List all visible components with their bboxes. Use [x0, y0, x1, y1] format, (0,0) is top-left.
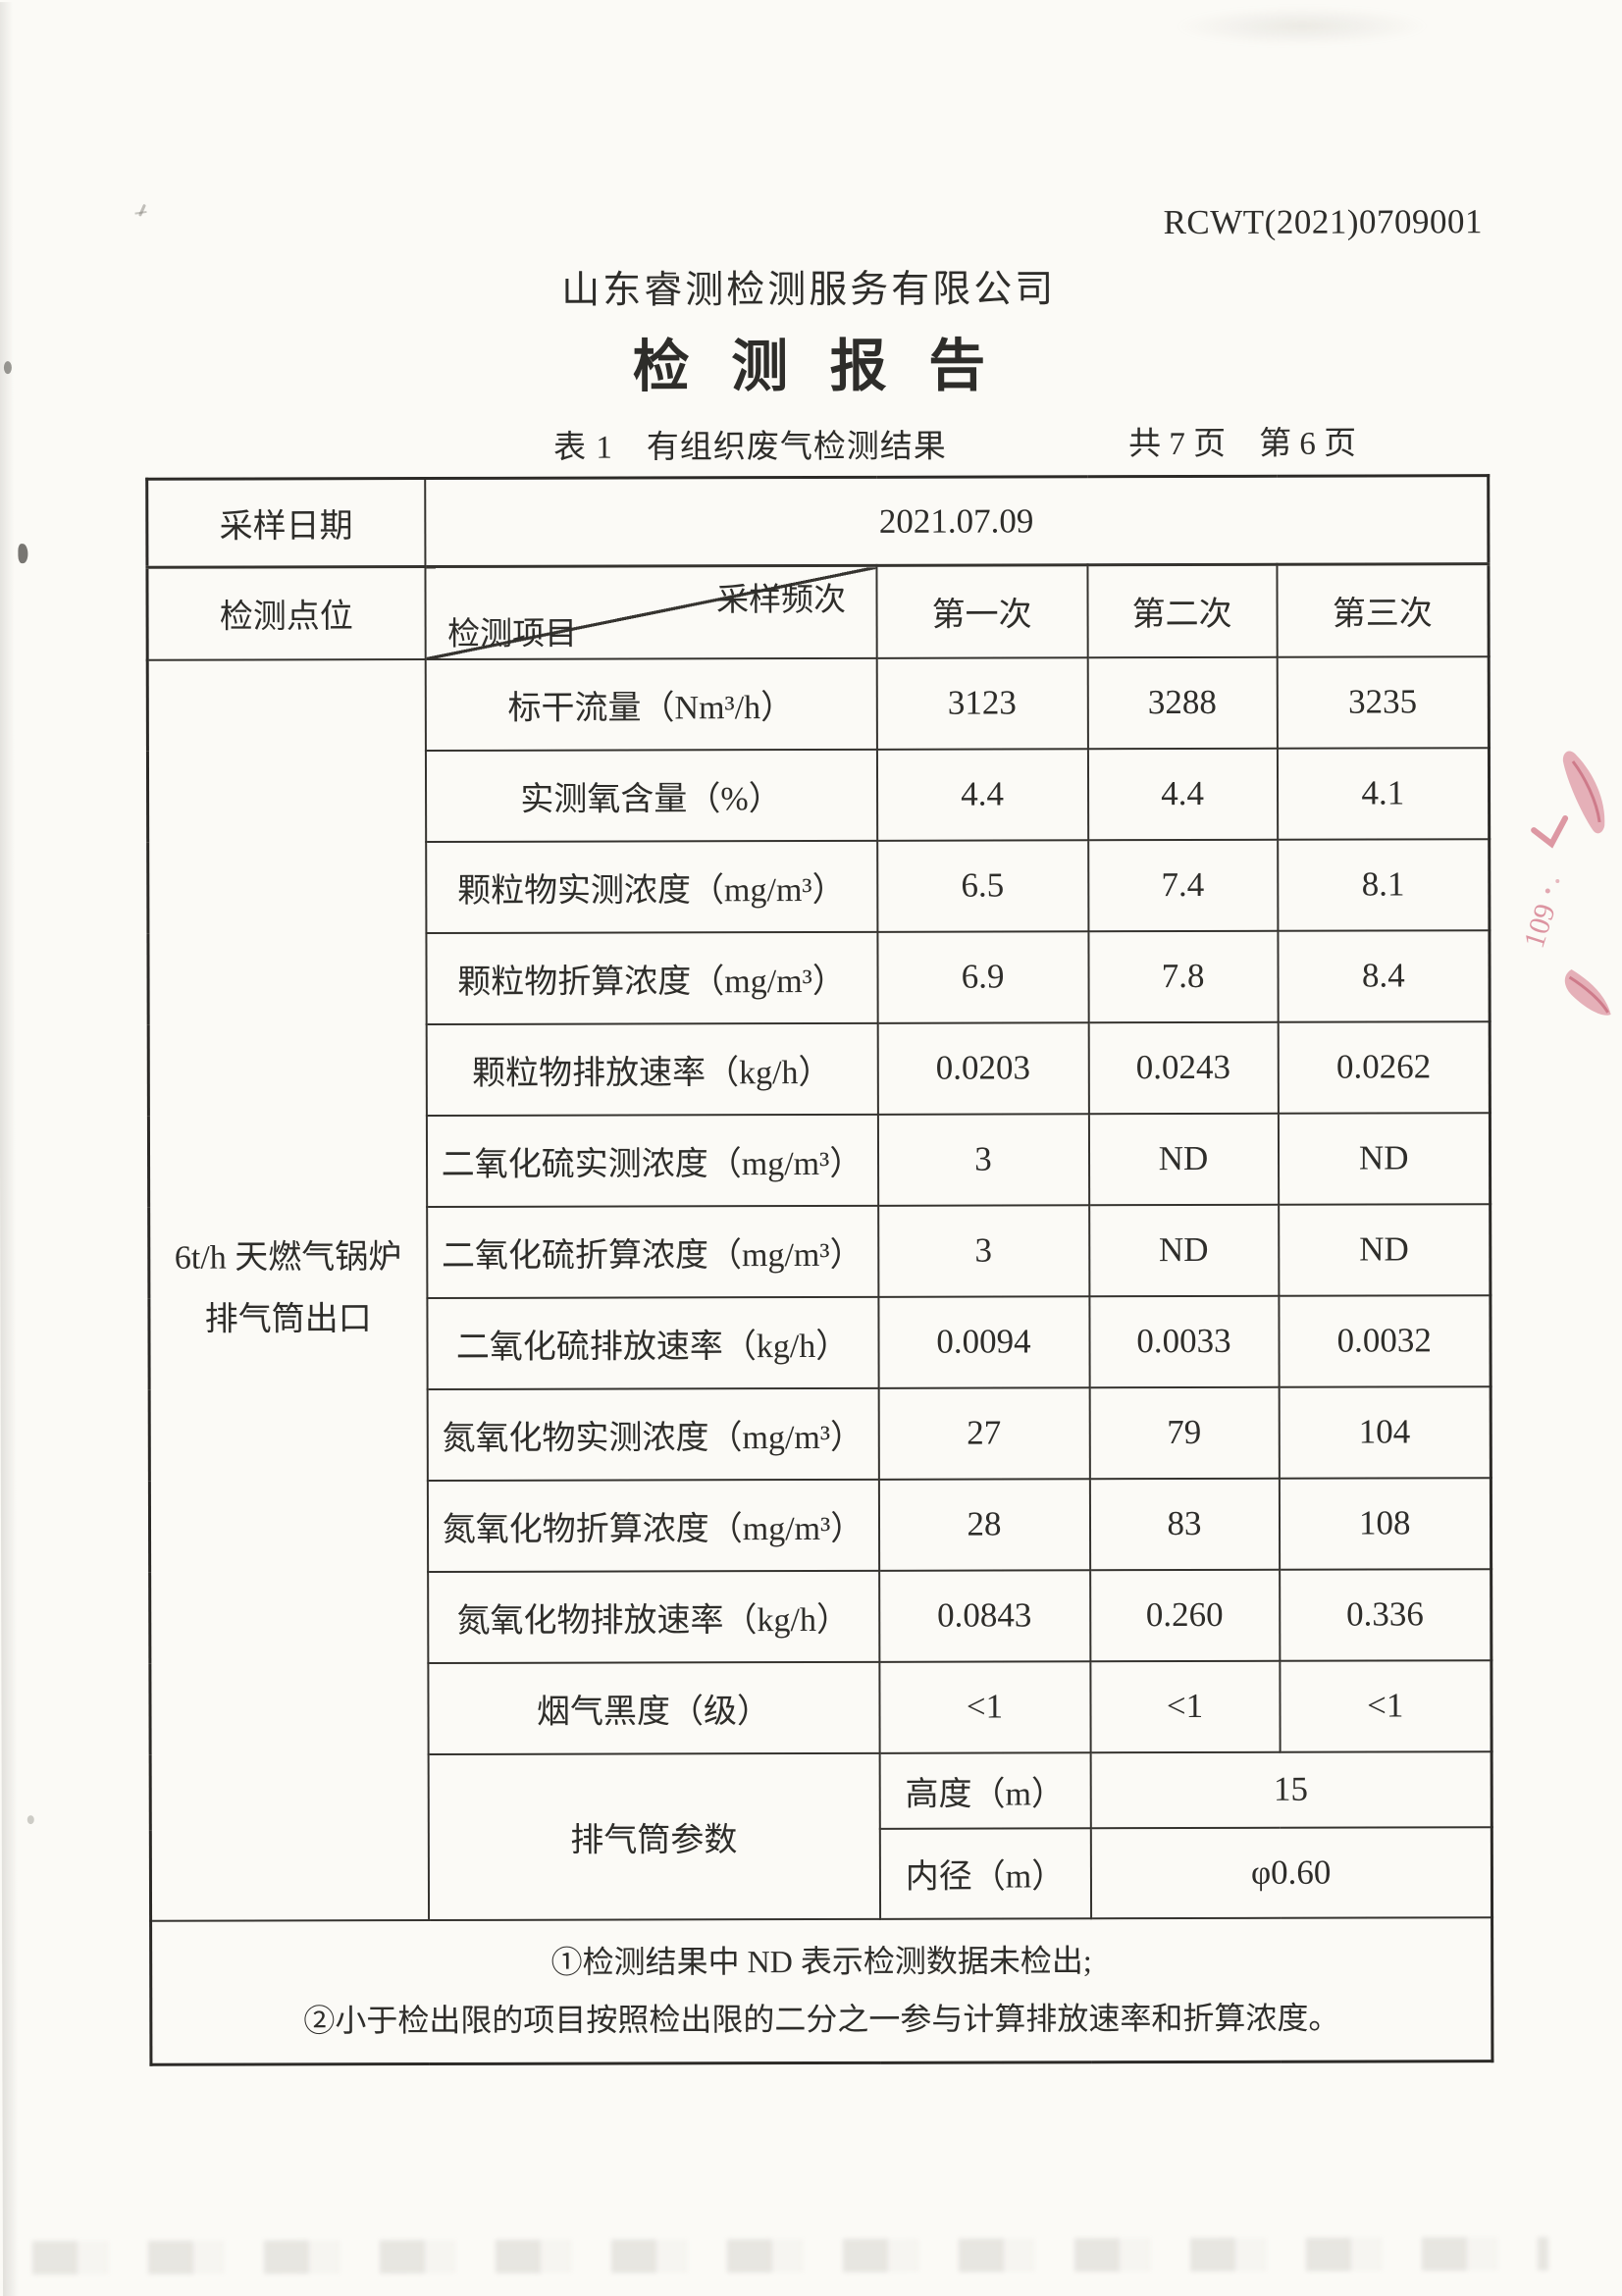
sample-date-label: 采样日期 — [146, 478, 425, 568]
row-label: 烟气黑度（级） — [427, 1661, 880, 1754]
value-cell: 0.260 — [1089, 1569, 1280, 1661]
value-cell: 27 — [878, 1386, 1090, 1480]
report-title: 检 测 报 告 — [632, 334, 1000, 399]
stack-height-label: 高度（m） — [879, 1751, 1091, 1829]
value-cell: 6.9 — [876, 930, 1089, 1023]
value-cell: 0.0243 — [1088, 1021, 1279, 1114]
row-label: 氮氧化物折算浓度（mg/m³） — [427, 1479, 879, 1572]
value-cell: 3235 — [1277, 655, 1490, 749]
value-cell: ND — [1278, 1112, 1491, 1205]
scan-noise-band — [31, 2237, 1549, 2275]
scan-speck — [18, 544, 28, 564]
value-cell: 3123 — [876, 656, 1088, 750]
report-number: RCWT(2021)0709001 — [1163, 202, 1484, 242]
value-cell: <1 — [878, 1660, 1091, 1753]
test-item-label: 检测项目 — [447, 616, 578, 652]
value-cell: 7.4 — [1087, 839, 1278, 931]
company-name: 山东睿测检测服务有限公司 — [561, 268, 1057, 312]
value-cell: 104 — [1279, 1385, 1491, 1479]
row-label: 颗粒物排放速率（kg/h） — [426, 1022, 878, 1116]
row-label: 颗粒物折算浓度（mg/m³） — [425, 931, 878, 1024]
freq-header-2: 第二次 — [1086, 564, 1278, 657]
value-cell: 79 — [1089, 1386, 1280, 1479]
row-label: 二氧化硫折算浓度（mg/m³） — [426, 1205, 878, 1298]
sampling-point-cell: 6t/h 天燃气锅炉 排气筒出口 — [147, 658, 429, 1921]
stack-diameter-label: 内径（m） — [879, 1827, 1091, 1919]
value-cell: ND — [1088, 1113, 1279, 1205]
scan-speck — [26, 1815, 34, 1825]
sampling-frequency-label: 采样频次 — [715, 582, 847, 619]
freq-header-3: 第三次 — [1276, 563, 1490, 657]
value-cell: 8.4 — [1277, 929, 1491, 1022]
value-cell: 0.0094 — [877, 1295, 1090, 1388]
note-2: ②小于检出限的项目按照检出限的二分之一参与计算排放速率和折算浓度。 — [303, 2000, 1340, 2039]
sampling-point-line2: 排气筒出口 — [204, 1301, 372, 1338]
row-label: 氮氧化物排放速率（kg/h） — [427, 1570, 879, 1663]
notes-cell: ①检测结果中 ND 表示检测数据未检出; ②小于检出限的项目按照检出限的二分之一… — [150, 1916, 1492, 2065]
value-cell: 6.5 — [876, 839, 1088, 932]
stack-diameter-value: φ0.60 — [1090, 1826, 1492, 1918]
value-cell: 3 — [877, 1204, 1089, 1297]
value-cell: 28 — [878, 1478, 1090, 1571]
page-indicator: 共 7 页第 6 页 — [1128, 417, 1356, 465]
row-label: 实测氧含量（%） — [425, 749, 877, 842]
sampling-point-line1: 6t/h 天燃气锅炉 — [174, 1239, 402, 1277]
stack-params-label: 排气筒参数 — [428, 1752, 880, 1920]
value-cell: 0.0843 — [878, 1569, 1090, 1662]
table-row: 采样日期 2021.07.09 — [146, 475, 1489, 568]
value-cell: 83 — [1089, 1478, 1280, 1570]
stamp-digits: 109 — [1518, 900, 1562, 952]
table-row: 6t/h 天燃气锅炉 排气筒出口 标干流量（Nm³/h） 3123 3288 3… — [147, 655, 1490, 1921]
freq-header-1: 第一次 — [875, 564, 1088, 658]
current-page: 第 6 页 — [1259, 426, 1357, 462]
value-cell: 4.1 — [1277, 747, 1490, 840]
value-cell: 0.0032 — [1278, 1294, 1491, 1387]
value-cell: 0.0033 — [1088, 1295, 1280, 1387]
value-cell: 7.8 — [1087, 930, 1279, 1022]
row-label: 氮氧化物实测浓度（mg/m³） — [427, 1387, 879, 1481]
value-cell: 3 — [877, 1113, 1089, 1206]
total-pages: 共 7 页 — [1128, 426, 1227, 463]
value-cell: 3288 — [1087, 656, 1278, 749]
value-cell: ND — [1088, 1204, 1279, 1296]
sample-date-value: 2021.07.09 — [424, 475, 1489, 567]
point-column-label: 检测点位 — [146, 566, 426, 660]
value-cell: 4.4 — [1087, 748, 1278, 840]
row-label: 二氧化硫排放速率（kg/h） — [426, 1296, 879, 1389]
scan-smudge — [1174, 6, 1431, 47]
scan-speck — [3, 361, 12, 375]
row-label: 二氧化硫实测浓度（mg/m³） — [426, 1114, 878, 1207]
row-label: 标干流量（Nm³/h） — [425, 657, 877, 751]
table-header-row: 检测点位 采样频次 检测项目 第一次 第二次 第三次 — [146, 563, 1490, 660]
value-cell: <1 — [1279, 1659, 1492, 1752]
note-1: ①检测结果中 ND 表示检测数据未检出; — [550, 1942, 1092, 1980]
diagonal-header-cell: 采样频次 检测项目 — [424, 565, 877, 659]
value-cell: 4.4 — [876, 748, 1088, 841]
table-caption: 表 1 有组织废气检测结果 — [553, 429, 947, 466]
value-cell: 108 — [1279, 1477, 1491, 1570]
value-cell: ND — [1278, 1203, 1491, 1296]
value-cell: 0.0203 — [877, 1021, 1089, 1115]
value-cell: 8.1 — [1277, 838, 1490, 931]
value-cell: <1 — [1089, 1660, 1281, 1752]
red-stamp-fragment: 109 — [1518, 751, 1611, 1016]
notes-row: ①检测结果中 ND 表示检测数据未检出; ②小于检出限的项目按照检出限的二分之一… — [150, 1916, 1492, 2065]
results-table: 采样日期 2021.07.09 检测点位 采样频次 检测项目 第一次 第二次 第… — [145, 474, 1494, 2066]
stack-height-value: 15 — [1090, 1750, 1492, 1828]
value-cell: 0.0262 — [1278, 1020, 1491, 1114]
row-label: 颗粒物实测浓度（mg/m³） — [425, 840, 877, 933]
value-cell: 0.336 — [1279, 1568, 1491, 1661]
